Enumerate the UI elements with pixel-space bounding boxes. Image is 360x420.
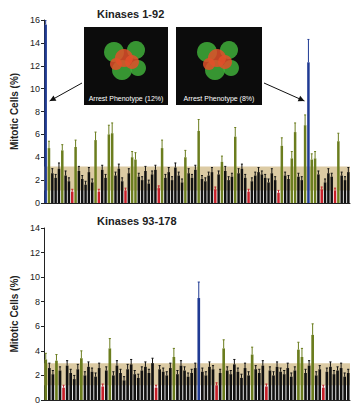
svg-text:14: 14 [30, 38, 40, 48]
svg-text:8: 8 [35, 297, 40, 307]
svg-text:2: 2 [35, 175, 40, 185]
svg-text:6: 6 [35, 129, 40, 139]
svg-text:10: 10 [30, 84, 40, 94]
svg-text:2: 2 [35, 370, 40, 380]
svg-text:Mitotic Cells (%): Mitotic Cells (%) [9, 73, 20, 150]
svg-text:Mitotic Cells (%): Mitotic Cells (%) [9, 275, 20, 352]
svg-text:4: 4 [35, 346, 40, 356]
svg-text:6: 6 [35, 321, 40, 331]
svg-text:10: 10 [30, 272, 40, 282]
svg-text:0: 0 [35, 395, 40, 405]
svg-text:4: 4 [35, 152, 40, 162]
svg-text:12: 12 [30, 61, 40, 71]
svg-text:Arrest Phenotype (8%): Arrest Phenotype (8%) [184, 95, 255, 103]
svg-text:Kinases 1-92: Kinases 1-92 [97, 8, 164, 20]
svg-text:16: 16 [30, 15, 40, 25]
svg-text:0: 0 [35, 198, 40, 208]
svg-text:14: 14 [30, 223, 40, 233]
svg-text:Arrest Phenotype (12%): Arrest Phenotype (12%) [89, 95, 164, 103]
svg-text:Kinases 93-178: Kinases 93-178 [97, 215, 177, 227]
svg-text:8: 8 [35, 107, 40, 117]
svg-text:12: 12 [30, 248, 40, 258]
